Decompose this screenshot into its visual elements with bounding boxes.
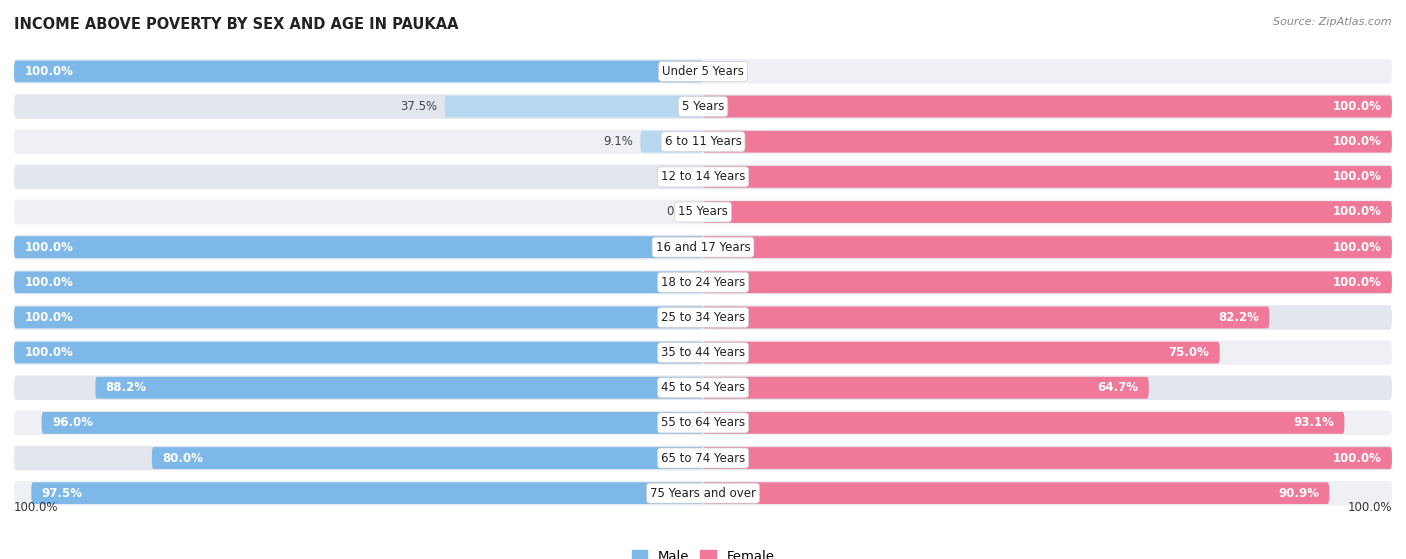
Text: 100.0%: 100.0% — [24, 346, 73, 359]
FancyBboxPatch shape — [703, 342, 1219, 363]
Text: 100.0%: 100.0% — [24, 311, 73, 324]
FancyBboxPatch shape — [703, 131, 1392, 153]
Text: 15 Years: 15 Years — [678, 206, 728, 219]
Text: 16 and 17 Years: 16 and 17 Years — [655, 240, 751, 254]
FancyBboxPatch shape — [14, 411, 1392, 435]
Text: 97.5%: 97.5% — [42, 487, 83, 500]
Text: 93.1%: 93.1% — [1294, 416, 1334, 429]
Text: 0.0%: 0.0% — [666, 206, 696, 219]
Text: Source: ZipAtlas.com: Source: ZipAtlas.com — [1274, 17, 1392, 27]
FancyBboxPatch shape — [703, 482, 1329, 504]
Text: 18 to 24 Years: 18 to 24 Years — [661, 276, 745, 289]
FancyBboxPatch shape — [703, 166, 1392, 188]
FancyBboxPatch shape — [14, 342, 703, 363]
Text: 100.0%: 100.0% — [24, 240, 73, 254]
Text: 37.5%: 37.5% — [401, 100, 437, 113]
Text: 100.0%: 100.0% — [24, 65, 73, 78]
Text: 75 Years and over: 75 Years and over — [650, 487, 756, 500]
FancyBboxPatch shape — [14, 305, 1392, 330]
Text: 96.0%: 96.0% — [52, 416, 93, 429]
FancyBboxPatch shape — [14, 306, 703, 328]
Text: 0.0%: 0.0% — [710, 65, 740, 78]
Text: 25 to 34 Years: 25 to 34 Years — [661, 311, 745, 324]
FancyBboxPatch shape — [96, 377, 703, 399]
Text: 35 to 44 Years: 35 to 44 Years — [661, 346, 745, 359]
Text: 5 Years: 5 Years — [682, 100, 724, 113]
FancyBboxPatch shape — [14, 60, 703, 82]
Text: 45 to 54 Years: 45 to 54 Years — [661, 381, 745, 394]
Text: 80.0%: 80.0% — [162, 452, 202, 465]
FancyBboxPatch shape — [703, 236, 1392, 258]
Text: 100.0%: 100.0% — [1333, 206, 1382, 219]
FancyBboxPatch shape — [14, 200, 1392, 224]
FancyBboxPatch shape — [14, 272, 703, 293]
FancyBboxPatch shape — [444, 96, 703, 117]
Text: 88.2%: 88.2% — [105, 381, 146, 394]
Text: 12 to 14 Years: 12 to 14 Years — [661, 170, 745, 183]
FancyBboxPatch shape — [14, 446, 1392, 470]
Text: 100.0%: 100.0% — [1333, 135, 1382, 148]
Text: 65 to 74 Years: 65 to 74 Years — [661, 452, 745, 465]
Text: INCOME ABOVE POVERTY BY SEX AND AGE IN PAUKAA: INCOME ABOVE POVERTY BY SEX AND AGE IN P… — [14, 17, 458, 32]
FancyBboxPatch shape — [14, 236, 703, 258]
FancyBboxPatch shape — [14, 235, 1392, 259]
Text: 90.9%: 90.9% — [1278, 487, 1319, 500]
Text: 100.0%: 100.0% — [1333, 452, 1382, 465]
FancyBboxPatch shape — [152, 447, 703, 469]
FancyBboxPatch shape — [703, 272, 1392, 293]
FancyBboxPatch shape — [703, 412, 1344, 434]
Text: 100.0%: 100.0% — [1347, 500, 1392, 514]
FancyBboxPatch shape — [703, 306, 1270, 328]
Text: 9.1%: 9.1% — [603, 135, 634, 148]
Text: 100.0%: 100.0% — [1333, 276, 1382, 289]
Text: Under 5 Years: Under 5 Years — [662, 65, 744, 78]
Text: 100.0%: 100.0% — [1333, 170, 1382, 183]
Text: 82.2%: 82.2% — [1218, 311, 1258, 324]
FancyBboxPatch shape — [14, 481, 1392, 505]
FancyBboxPatch shape — [14, 164, 1392, 189]
FancyBboxPatch shape — [703, 201, 1392, 223]
FancyBboxPatch shape — [14, 270, 1392, 295]
Text: 6 to 11 Years: 6 to 11 Years — [665, 135, 741, 148]
Text: 100.0%: 100.0% — [14, 500, 59, 514]
FancyBboxPatch shape — [42, 412, 703, 434]
FancyBboxPatch shape — [703, 377, 1149, 399]
Text: 55 to 64 Years: 55 to 64 Years — [661, 416, 745, 429]
FancyBboxPatch shape — [14, 129, 1392, 154]
Text: 75.0%: 75.0% — [1168, 346, 1209, 359]
FancyBboxPatch shape — [703, 447, 1392, 469]
Text: 100.0%: 100.0% — [1333, 100, 1382, 113]
Text: 100.0%: 100.0% — [1333, 240, 1382, 254]
FancyBboxPatch shape — [14, 59, 1392, 84]
FancyBboxPatch shape — [703, 96, 1392, 117]
Text: 100.0%: 100.0% — [24, 276, 73, 289]
Text: 64.7%: 64.7% — [1098, 381, 1139, 394]
FancyBboxPatch shape — [14, 376, 1392, 400]
FancyBboxPatch shape — [14, 94, 1392, 119]
FancyBboxPatch shape — [31, 482, 703, 504]
Legend: Male, Female: Male, Female — [626, 544, 780, 559]
Text: 0.0%: 0.0% — [666, 170, 696, 183]
FancyBboxPatch shape — [640, 131, 703, 153]
FancyBboxPatch shape — [14, 340, 1392, 365]
